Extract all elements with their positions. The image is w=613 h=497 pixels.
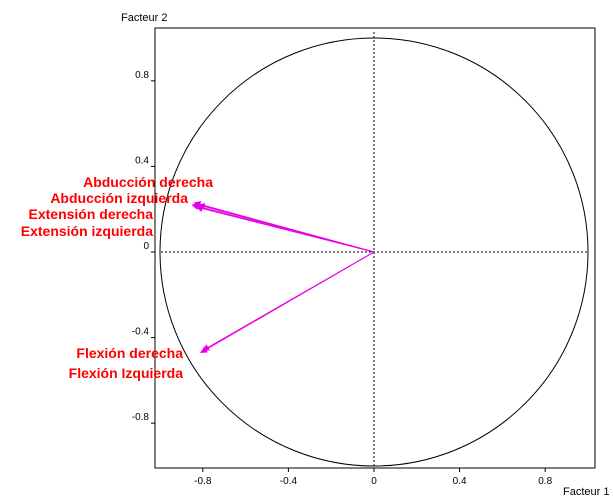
y-tick-label: 0.4 [135, 155, 149, 166]
vector-label: Abducción derecha [83, 174, 213, 190]
vector-arrows [191, 201, 375, 354]
vector-label: Flexión derecha [76, 345, 183, 361]
x-axis-title: Facteur 1 [563, 486, 609, 497]
x-tick-label: -0.8 [194, 476, 212, 487]
y-tick-label: -0.4 [132, 327, 150, 338]
y-tick-label: 0 [143, 241, 149, 252]
unit-circle-layer [159, 37, 589, 467]
x-tick-label: 0.8 [538, 476, 552, 487]
x-tick-label: 0.4 [453, 476, 467, 487]
origin-lines [161, 32, 588, 468]
x-tick-label: 0 [371, 476, 377, 487]
x-tick-label: -0.4 [280, 476, 298, 487]
y-axis-title: Facteur 2 [121, 12, 167, 24]
vector-arrow [202, 251, 375, 351]
plot-frame [154, 27, 596, 469]
vector-label: Extensión izquierda [21, 223, 153, 239]
unit-circle [159, 37, 589, 467]
vector-label: Flexión Izquierda [69, 365, 184, 381]
vector-arrow [195, 205, 375, 253]
tick-marks: -0.8 -0.4 0 0.4 0.8 0.8 0.4 0 -0.4 -0.8 [132, 70, 553, 487]
vector-label: Abducción izquierda [50, 190, 188, 206]
y-tick-label: -0.8 [132, 412, 150, 423]
vector-label: Extensión derecha [29, 206, 154, 222]
y-tick-label: 0.8 [135, 70, 149, 81]
